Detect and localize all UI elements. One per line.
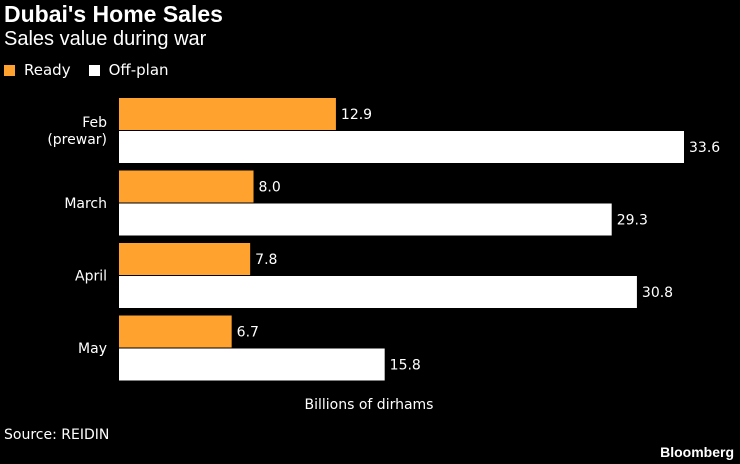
source-note: Source: REIDIN (4, 427, 110, 443)
chart-subtitle: Sales value during war (4, 28, 207, 50)
value-label-ready-feb: 12.9 (341, 107, 372, 123)
category-label-may: May (78, 341, 107, 357)
legend-label-ready: Ready (24, 61, 71, 79)
bar-off-plan-may (119, 348, 385, 381)
legend-swatch-off-plan (88, 64, 100, 76)
category-label-april: April (75, 269, 107, 285)
chart-title: Dubai's Home Sales (4, 1, 223, 27)
value-label-off-plan-march: 29.3 (617, 213, 648, 229)
bar-off-plan-april (119, 276, 637, 308)
legend-label-off-plan: Off-plan (108, 61, 169, 79)
value-label-ready-march: 8.0 (259, 180, 281, 196)
bar-off-plan-march (119, 203, 612, 236)
x-axis-label: Billions of dirhams (305, 397, 434, 413)
bar-ready-april (119, 243, 251, 275)
category-label-march: March (64, 196, 107, 212)
value-label-ready-may: 6.7 (237, 325, 259, 341)
category-label-feb-line2: (prewar) (47, 132, 107, 148)
legend-swatch-ready (4, 64, 15, 76)
value-label-ready-april: 7.8 (255, 252, 277, 268)
bar-ready-may (119, 315, 232, 348)
legend-item-ready: Ready (4, 60, 71, 80)
value-label-off-plan-feb: 33.6 (689, 140, 720, 156)
value-label-off-plan-april: 30.8 (642, 285, 673, 301)
bar-ready-feb (119, 98, 336, 130)
bar-off-plan-feb (119, 131, 684, 163)
category-label-feb: Feb (82, 115, 107, 131)
bloomberg-logo: Bloomberg (660, 444, 734, 460)
value-label-off-plan-may: 15.8 (390, 358, 421, 374)
legend-item-off-plan: Off-plan (88, 60, 169, 80)
legend: Ready Off-plan (4, 60, 187, 80)
bar-ready-march (119, 170, 254, 203)
